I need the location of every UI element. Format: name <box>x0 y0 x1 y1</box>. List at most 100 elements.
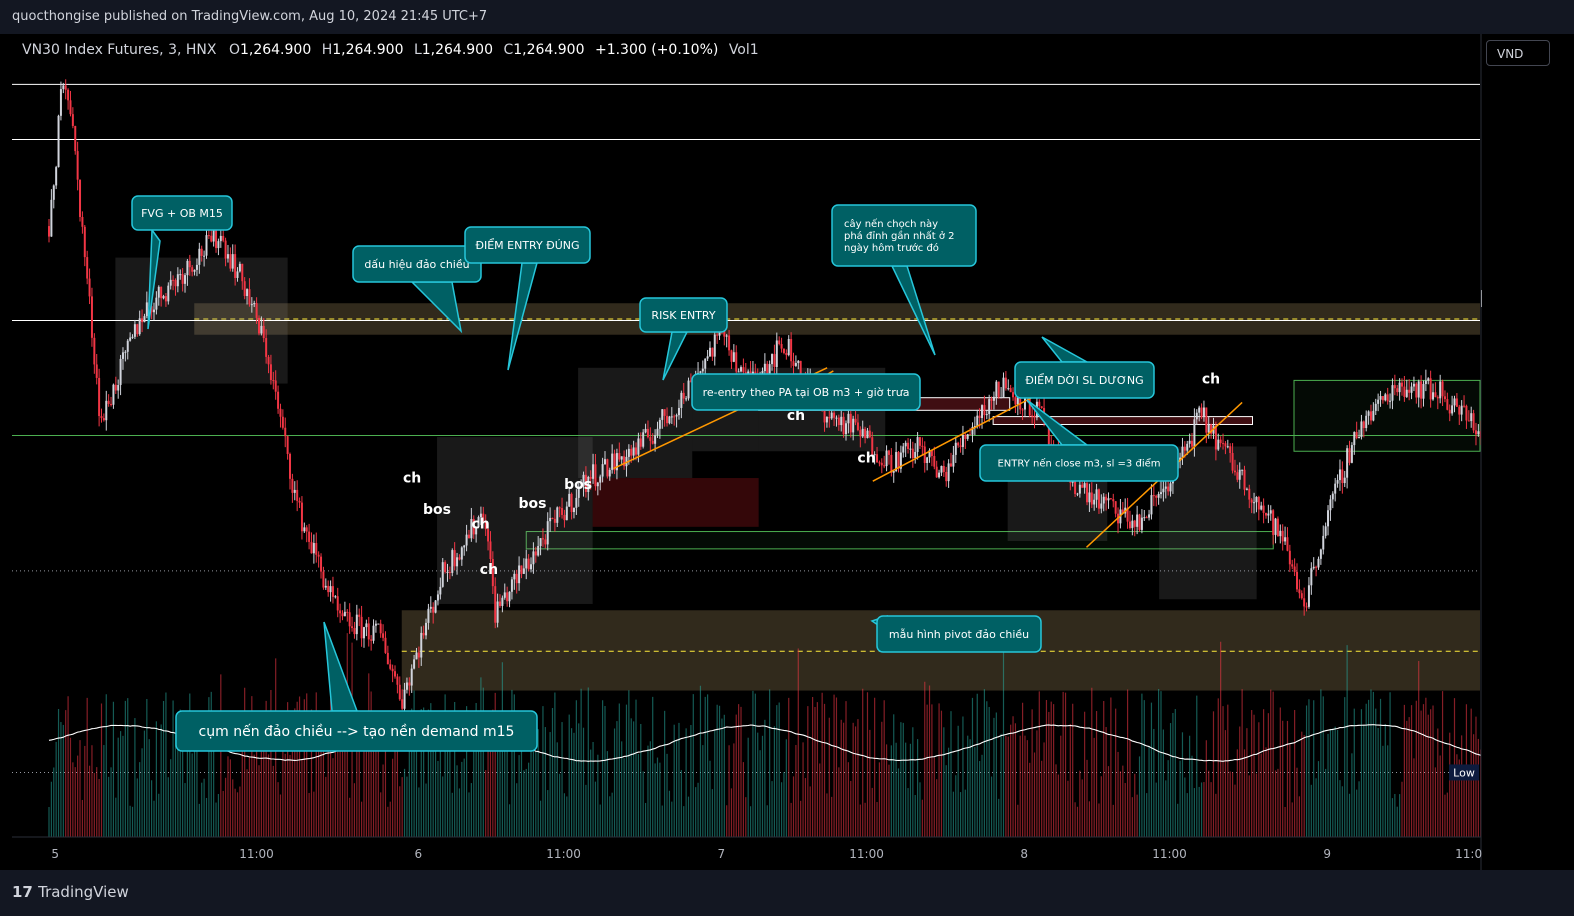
candle-body-65 <box>203 255 206 257</box>
symbol-name[interactable]: VN30 Index Futures, 3, HNX <box>22 42 217 58</box>
candle-body-91 <box>265 338 268 357</box>
candle-body-466 <box>1159 492 1162 495</box>
candle-body-258 <box>663 409 666 416</box>
candle-body-587 <box>1448 409 1451 414</box>
candle-body-562 <box>1389 400 1392 402</box>
candle-body-247 <box>637 438 640 455</box>
candle-body-231 <box>599 476 602 483</box>
candle-body-11 <box>74 125 77 152</box>
candle-body-398 <box>997 381 1000 398</box>
candle-body-67 <box>207 235 210 237</box>
candle-body-24 <box>105 400 108 421</box>
dark-red-zone-3[interactable] <box>592 478 759 527</box>
candle-body-592 <box>1460 405 1463 415</box>
candle-body-454 <box>1131 520 1134 529</box>
candle-body-264 <box>677 407 680 416</box>
candle-body-214 <box>558 507 561 509</box>
candle-body-147 <box>398 684 401 700</box>
candle-body-328 <box>830 412 833 419</box>
candle-body-89 <box>260 325 263 334</box>
structure-label-bos-3: bos <box>518 496 546 512</box>
candle-body-100 <box>286 436 289 454</box>
candle-body-309 <box>785 353 788 356</box>
dark-red-zone-2[interactable] <box>992 416 1253 425</box>
callout-diem-entry-dung-box[interactable] <box>464 226 591 264</box>
candle-body-193 <box>508 591 511 602</box>
candle-body-442 <box>1102 496 1105 504</box>
candle-body-504 <box>1250 499 1253 503</box>
candle-body-337 <box>852 418 855 433</box>
structure-label-bos-4: bos <box>564 477 592 493</box>
candle-body-543 <box>1343 477 1346 484</box>
candle-body-460 <box>1145 517 1148 519</box>
candle-body-522 <box>1293 566 1296 572</box>
candle-body-285 <box>728 335 731 351</box>
candle-body-235 <box>608 469 611 477</box>
callout-re-entry-box[interactable] <box>691 373 921 411</box>
tradingview-logo[interactable]: 17 TradingView <box>12 883 129 901</box>
candle-body-378 <box>950 463 953 467</box>
callout-cay-nen-choch-box[interactable] <box>831 204 977 267</box>
candle-body-559 <box>1381 396 1384 401</box>
candle-body-350 <box>883 465 886 467</box>
candle-body-183 <box>484 521 487 530</box>
candle-body-529 <box>1310 568 1313 586</box>
candle-body-206 <box>539 538 542 546</box>
candle-body-200 <box>525 558 528 569</box>
candle-body-1 <box>50 199 53 237</box>
candle-body-107 <box>303 527 306 532</box>
callout-diem-doi-sl-box[interactable] <box>1014 361 1155 399</box>
candle-body-237 <box>613 453 616 471</box>
gray-box-3[interactable] <box>578 367 693 479</box>
green-zone-right[interactable] <box>1293 379 1481 452</box>
callout-cum-nen-dao-chieu-text-0: cụm nến đảo chiều --> tạo nền demand m15 <box>199 723 515 740</box>
candle-body-137 <box>374 623 377 626</box>
callout-fvg-ob-m15-box[interactable] <box>131 195 233 231</box>
candle-body-598 <box>1474 430 1477 435</box>
candle-body-430 <box>1074 480 1077 494</box>
candle-body-366 <box>921 445 924 447</box>
candle-body-550 <box>1360 421 1363 438</box>
candle-body-290 <box>740 367 743 372</box>
candle-body-514 <box>1274 518 1277 535</box>
candle-body-108 <box>305 527 308 532</box>
candle-body-194 <box>510 579 513 592</box>
candle-body-173 <box>460 547 463 560</box>
candle-body-580 <box>1432 392 1435 400</box>
candle-body-259 <box>666 415 669 424</box>
candle-body-479 <box>1191 440 1194 447</box>
candle-body-64 <box>200 248 203 256</box>
callout-cum-nen-dao-chieu-box[interactable] <box>175 710 538 752</box>
candle-body-78 <box>234 254 237 278</box>
candle-body-155 <box>417 652 420 658</box>
low-value: 1,264.900 <box>421 42 494 58</box>
candle-body-341 <box>861 428 864 437</box>
candle-body-505 <box>1253 502 1256 504</box>
candle-body-596 <box>1470 413 1473 422</box>
callout-dau-hieu-dao-chieu-box[interactable] <box>352 245 482 283</box>
candle-body-240 <box>620 456 623 460</box>
callout-mau-hinh-pivot-box[interactable] <box>876 615 1042 653</box>
candle-body-172 <box>458 557 461 560</box>
candle-body-330 <box>835 417 838 419</box>
candle-body-545 <box>1348 448 1351 463</box>
candle-body-255 <box>656 428 659 436</box>
callout-entry-nen-close-box[interactable] <box>979 444 1179 482</box>
currency-button[interactable]: VND <box>1486 40 1550 66</box>
candle-body-246 <box>635 447 638 455</box>
orange-line-3[interactable] <box>872 395 1035 482</box>
callout-risk-entry-box[interactable] <box>639 297 728 333</box>
candle-body-494 <box>1226 446 1229 448</box>
candle-body-444 <box>1107 498 1110 501</box>
candle-body-19 <box>93 337 96 365</box>
candle-body-85 <box>250 304 253 306</box>
candle-body-374 <box>940 465 943 473</box>
candle-body-53 <box>174 280 177 287</box>
candle-body-435 <box>1086 483 1089 503</box>
candle-body-356 <box>897 452 900 469</box>
candle-body-28 <box>114 384 117 391</box>
candle-body-558 <box>1379 396 1382 400</box>
callout-fvg-ob-m15-tail <box>147 227 161 330</box>
